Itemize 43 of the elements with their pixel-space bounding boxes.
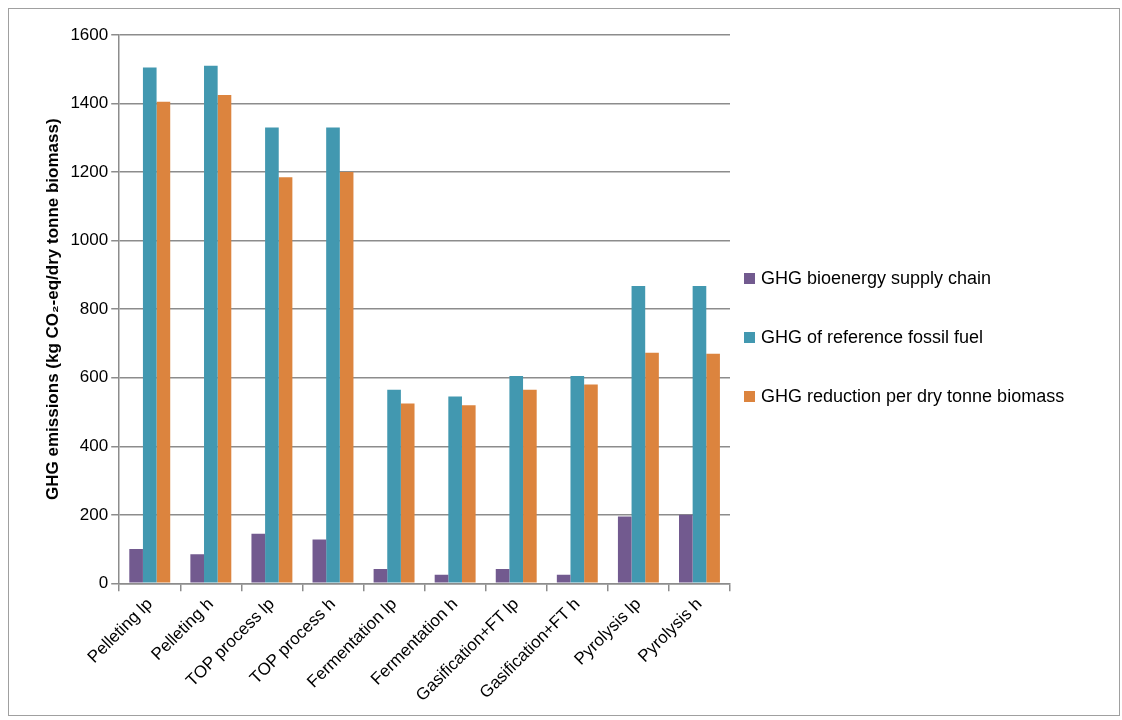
y-tick-label: 1400 <box>70 93 109 113</box>
bar <box>434 574 449 583</box>
bar <box>156 101 171 583</box>
bar <box>556 574 571 583</box>
bar <box>373 568 388 583</box>
bar <box>495 568 510 583</box>
y-tick-label: 0 <box>98 573 109 593</box>
bar <box>312 539 327 583</box>
bar <box>326 127 340 583</box>
y-tick-label: 1000 <box>70 230 109 250</box>
bar <box>339 172 354 583</box>
y-tick-label: 400 <box>79 435 109 455</box>
bar <box>570 376 585 583</box>
y-tick-label: 600 <box>79 367 109 387</box>
bar <box>217 94 232 583</box>
bar <box>706 353 720 583</box>
bar <box>387 389 401 583</box>
bar <box>204 65 218 583</box>
y-tick-label: 200 <box>79 504 109 524</box>
bar <box>265 127 279 583</box>
bar <box>523 389 537 583</box>
bar <box>679 514 693 583</box>
bar <box>692 285 707 583</box>
bar <box>617 516 632 583</box>
bar <box>278 177 293 583</box>
bar <box>190 554 205 583</box>
y-tick-label: 1600 <box>70 24 109 44</box>
bar <box>584 384 598 583</box>
bar <box>400 403 415 583</box>
legend-label: GHG reduction per dry tonne biomass <box>761 385 1066 408</box>
bar <box>631 285 646 583</box>
bar <box>509 376 524 583</box>
bar <box>461 405 476 583</box>
y-axis-title: GHG emissions (kg CO₂-eq/dry tonne biomass) <box>42 118 62 500</box>
bar <box>142 67 157 583</box>
bar <box>448 396 462 583</box>
y-tick-label: 1200 <box>70 161 109 181</box>
legend-label: GHG bioenergy supply chain <box>761 267 993 290</box>
legend-label: GHG of reference fossil fuel <box>761 326 985 349</box>
bar <box>645 352 659 583</box>
y-tick-label: 800 <box>79 298 109 318</box>
bar <box>129 549 143 583</box>
bar <box>251 533 266 583</box>
